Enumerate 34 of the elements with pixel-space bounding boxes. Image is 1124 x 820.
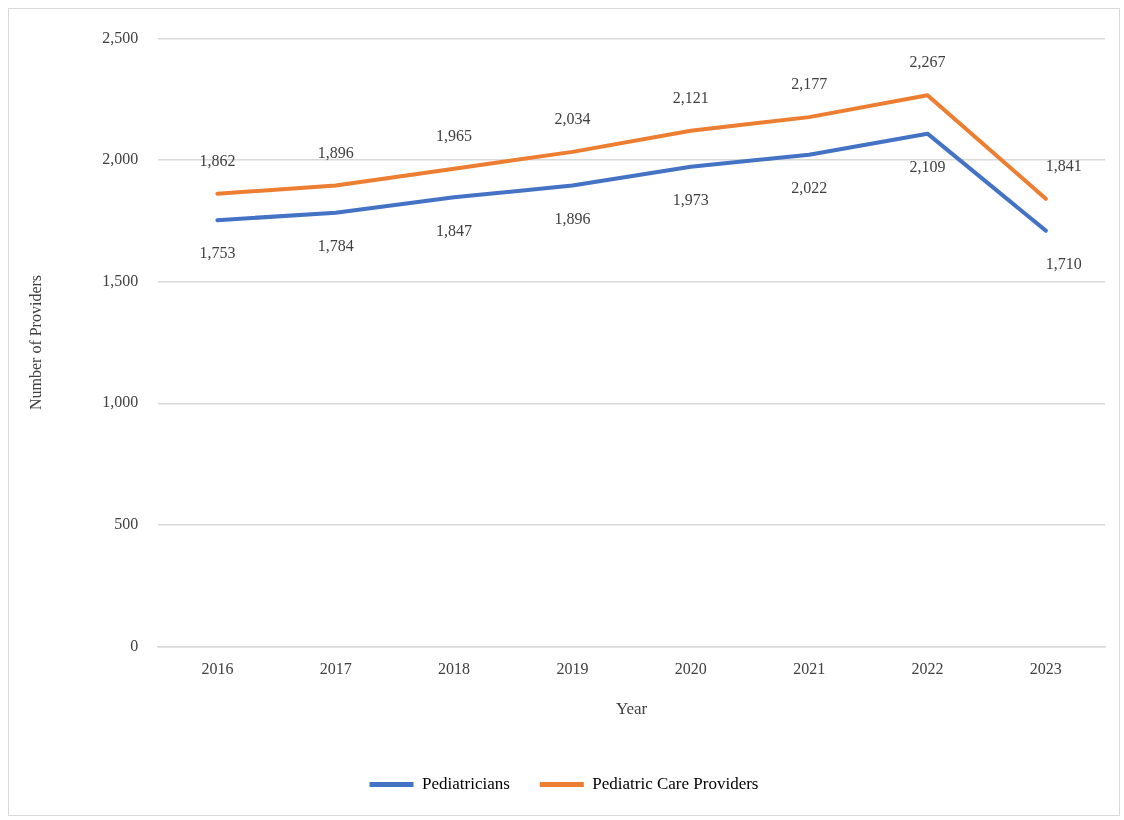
data-label: 1,710 xyxy=(1045,254,1082,272)
x-tick-label: 2018 xyxy=(438,660,471,678)
data-label: 2,177 xyxy=(791,75,828,93)
data-label: 2,034 xyxy=(554,110,591,128)
y-tick-label: 2,000 xyxy=(102,150,139,168)
legend-label: Pediatric Care Providers xyxy=(592,773,759,793)
data-label: 1,841 xyxy=(1045,157,1082,175)
data-label: 1,896 xyxy=(554,209,591,227)
y-axis-title: Number of Providers xyxy=(26,274,44,411)
data-label: 1,896 xyxy=(317,143,354,161)
x-tick-label: 2017 xyxy=(319,660,352,678)
x-tick-label: 2022 xyxy=(911,660,944,678)
x-tick-label: 2019 xyxy=(556,660,589,678)
y-tick-label: 2,500 xyxy=(102,28,139,46)
data-label: 2,109 xyxy=(909,157,946,175)
x-tick-label: 2016 xyxy=(201,660,234,678)
data-label: 1,965 xyxy=(436,126,473,144)
data-label: 1,847 xyxy=(436,221,473,239)
y-tick-label: 1,500 xyxy=(102,271,139,289)
data-label: 2,121 xyxy=(672,88,709,106)
y-tick-label: 0 xyxy=(130,636,139,654)
x-tick-label: 2023 xyxy=(1029,660,1062,678)
x-tick-label: 2020 xyxy=(674,660,707,678)
x-tick-label: 2021 xyxy=(793,660,826,678)
y-tick-label: 500 xyxy=(114,515,139,533)
data-label: 1,784 xyxy=(317,236,354,254)
data-label: 1,973 xyxy=(672,190,709,208)
y-tick-label: 1,000 xyxy=(102,393,139,411)
data-label: 2,267 xyxy=(909,53,946,71)
data-label: 1,753 xyxy=(199,244,236,262)
x-axis-title: Year xyxy=(615,699,648,719)
data-label: 1,862 xyxy=(199,151,236,169)
legend-label: Pediatricians xyxy=(422,773,510,793)
data-label: 2,022 xyxy=(791,179,828,197)
